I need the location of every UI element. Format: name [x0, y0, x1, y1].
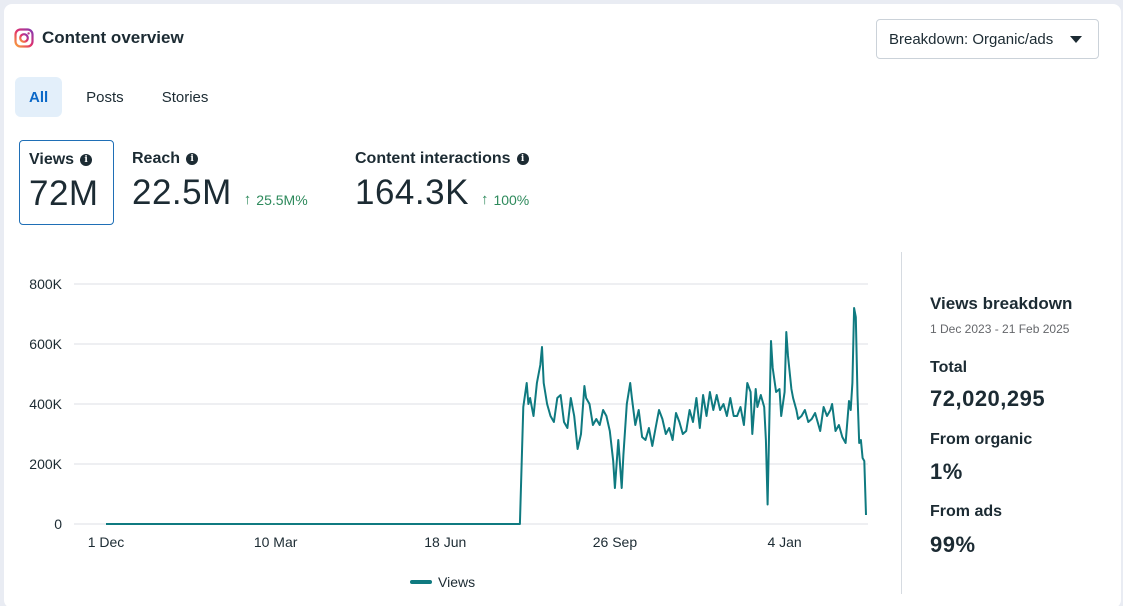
tab-all[interactable]: All — [15, 77, 63, 117]
x-tick-label: 18 Jun — [424, 534, 466, 550]
metric-interactions-value-row: 164.3K ↑ 100% — [355, 173, 529, 213]
info-icon[interactable]: i — [516, 153, 529, 165]
metric-views[interactable]: Views i 72M — [19, 140, 114, 225]
breakdown-dropdown[interactable]: Breakdown: Organic/ads — [876, 19, 1099, 59]
ads-label: From ads — [930, 503, 1003, 520]
organic-value: 1% — [930, 459, 963, 484]
breakdown-dropdown-label: Breakdown: Organic/ads — [889, 30, 1054, 48]
x-tick-label: 4 Jan — [767, 534, 801, 550]
tab-stories[interactable]: Stories — [148, 77, 223, 117]
views-breakdown-title: Views breakdown — [930, 294, 1073, 313]
tab-posts[interactable]: Posts — [72, 77, 138, 117]
organic-label: From organic — [930, 431, 1033, 448]
tab-posts-label: Posts — [86, 88, 124, 106]
content-overview-card — [4, 4, 1121, 606]
y-tick-label: 800K — [29, 276, 62, 292]
arrow-up-icon: ↑ — [480, 191, 489, 208]
series-line-views — [106, 307, 867, 525]
page-title: Content overview — [42, 28, 184, 47]
caret-down-icon — [1070, 36, 1082, 43]
content-tabs: All Posts Stories — [15, 77, 232, 117]
info-icon[interactable]: i — [80, 154, 93, 166]
metric-reach-header: Reach i — [132, 150, 308, 168]
metric-interactions-delta: ↑ 100% — [481, 191, 529, 208]
y-tick-label: 0 — [54, 516, 62, 532]
section-divider — [901, 252, 902, 594]
instagram-icon — [14, 28, 34, 48]
tab-stories-label: Stories — [161, 88, 209, 106]
tab-all-label: All — [29, 88, 49, 106]
views-line-chart: 0 200K 400K 600K 800K 1 Dec 10 Mar 18 Jun 26 Sep… — [29, 276, 868, 590]
info-icon[interactable]: i — [186, 153, 199, 165]
total-value: 72,020,295 — [930, 386, 1046, 411]
views-breakdown-date: 1 Dec 2023 - 21 Feb 2025 — [930, 322, 1070, 336]
metric-views-value: 72M — [29, 174, 99, 213]
arrow-up-icon: ↑ — [243, 191, 252, 208]
y-tick-label: 400K — [29, 396, 62, 412]
metric-interactions-header: Content interactions i — [355, 150, 529, 168]
metric-reach-value: 22.5M — [132, 173, 232, 212]
total-label: Total — [930, 359, 968, 376]
card-header: Content overview — [14, 28, 184, 48]
metric-interactions-value: 164.3K — [355, 173, 469, 212]
ads-value: 99% — [930, 532, 976, 557]
x-tick-label: 26 Sep — [593, 534, 638, 550]
metric-reach[interactable]: Reach i 22.5M ↑ 25.5M% — [132, 150, 308, 213]
metric-reach-value-row: 22.5M ↑ 25.5M% — [132, 173, 308, 213]
metric-content-interactions[interactable]: Content interactions i 164.3K ↑ 100% — [355, 150, 529, 213]
metric-views-value-row: 72M — [29, 174, 113, 214]
metric-reach-label: Reach — [132, 150, 181, 167]
metric-views-header: Views i — [29, 151, 113, 169]
metric-reach-delta-value: 25.5M% — [256, 191, 308, 208]
y-tick-label: 200K — [29, 456, 62, 472]
x-tick-label: 10 Mar — [254, 534, 298, 550]
metric-views-label: Views — [29, 151, 75, 168]
y-tick-label: 600K — [29, 336, 62, 352]
metric-interactions-delta-value: 100% — [493, 191, 530, 208]
metric-reach-delta: ↑ 25.5M% — [244, 191, 308, 208]
legend-label: Views — [438, 574, 475, 590]
metric-interactions-label: Content interactions — [355, 150, 511, 167]
x-tick-label: 1 Dec — [88, 534, 125, 550]
